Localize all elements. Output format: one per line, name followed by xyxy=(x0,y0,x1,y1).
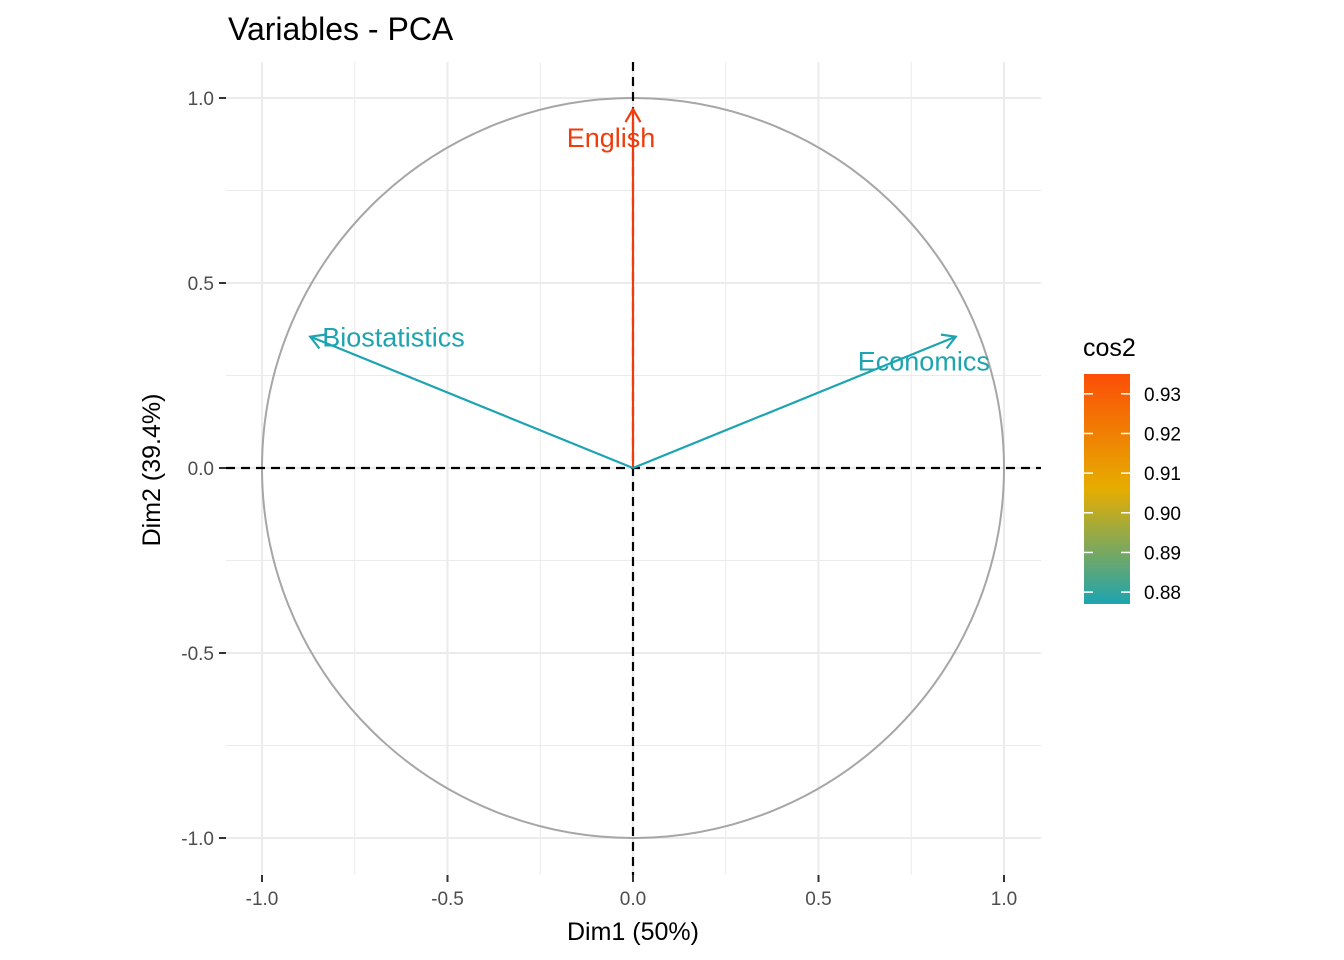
legend-break-label: 0.93 xyxy=(1144,385,1181,406)
legend-break-label: 0.92 xyxy=(1144,424,1181,445)
cos2-legend: cos2 0.88 0.89 0.90 0.91 0.92 0.93 xyxy=(1083,334,1181,604)
legend-break-label: 0.89 xyxy=(1144,543,1181,564)
arrow-economics xyxy=(632,335,957,470)
arrowhead-biostatistics xyxy=(308,333,326,350)
legend-break-label: 0.90 xyxy=(1144,504,1181,525)
chart-title: Variables - PCA xyxy=(228,11,454,47)
variable-labels: English Biostatistics Economics xyxy=(322,123,990,377)
label-economics: Economics xyxy=(858,347,990,377)
label-biostatistics: Biostatistics xyxy=(322,323,465,353)
x-tick-label: -0.5 xyxy=(431,889,464,910)
y-tick-label: 1.0 xyxy=(188,89,214,110)
x-axis: -1.0 -0.5 0.0 0.5 1.0 xyxy=(246,875,1017,910)
arrow-biostatistics xyxy=(309,335,634,470)
x-tick-label: 0.5 xyxy=(805,889,831,910)
x-axis-title: Dim1 (50%) xyxy=(567,918,699,946)
label-english: English xyxy=(567,123,656,153)
x-tick-label: 0.0 xyxy=(620,889,646,910)
x-tick-label: 1.0 xyxy=(991,889,1017,910)
legend-break-label: 0.88 xyxy=(1144,583,1181,604)
y-axis-title: Dim2 (39.4%) xyxy=(138,394,166,547)
variable-arrows xyxy=(308,106,958,470)
y-tick-label: -0.5 xyxy=(181,644,214,665)
y-tick-label: -1.0 xyxy=(181,829,214,850)
legend-break-label: 0.91 xyxy=(1144,464,1181,485)
legend-colorbar xyxy=(1084,374,1130,604)
legend-ticks: 0.88 0.89 0.90 0.91 0.92 0.93 xyxy=(1084,385,1181,604)
arrowhead-economics xyxy=(940,333,958,350)
y-tick-label: 0.0 xyxy=(188,459,214,480)
arrowhead-english xyxy=(624,106,642,123)
y-tick-label: 0.5 xyxy=(188,274,214,295)
x-tick-label: -1.0 xyxy=(246,889,279,910)
legend-title: cos2 xyxy=(1083,334,1136,362)
y-axis: -1.0 -0.5 0.0 0.5 1.0 xyxy=(181,89,226,850)
